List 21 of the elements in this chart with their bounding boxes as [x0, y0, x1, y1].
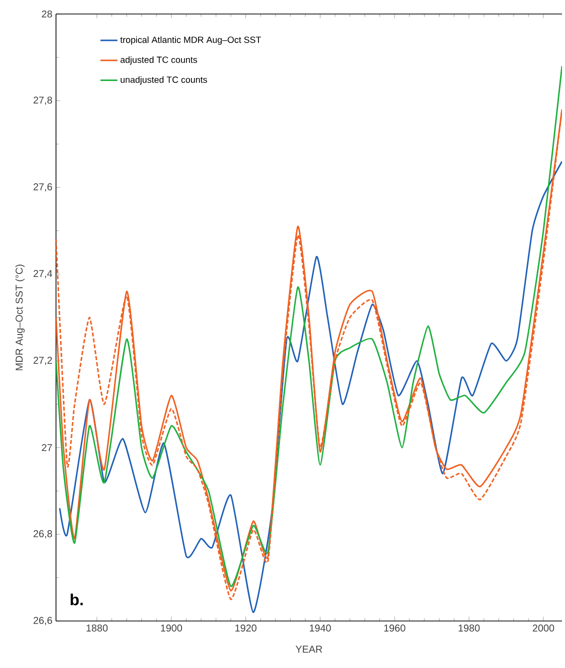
y-tick-label: 27,8	[34, 96, 52, 105]
y-axis-title: MDR Aug–Oct SST (°C)	[15, 264, 25, 370]
x-axis-title: YEAR	[296, 646, 322, 653]
x-tick-label: 2000	[532, 624, 554, 632]
y-tick-label: 27,4	[34, 270, 52, 278]
x-tick-label: 1920	[235, 624, 256, 632]
x-tick-label: 1880	[86, 624, 108, 632]
legend-label: unadjusted TC counts	[120, 76, 208, 85]
y-tick-label: 26,6	[34, 616, 52, 626]
y-tick-label: 28	[42, 10, 52, 18]
x-tick-label: 1900	[161, 624, 182, 632]
legend-label: tropical Atlantic MDR Aug–Oct SST	[120, 36, 261, 45]
legend-label: adjusted TC counts	[120, 56, 198, 65]
x-tick-label: 1980	[458, 624, 480, 632]
y-tick-label: 27	[42, 444, 52, 452]
x-tick-label: 1940	[310, 624, 331, 632]
y-tick-label: 27,2	[34, 356, 52, 365]
y-tick-label: 26,8	[34, 530, 52, 538]
y-tick-label: 27,6	[34, 183, 52, 192]
annotation: b.	[70, 594, 83, 606]
x-tick-label: 1960	[384, 624, 406, 632]
